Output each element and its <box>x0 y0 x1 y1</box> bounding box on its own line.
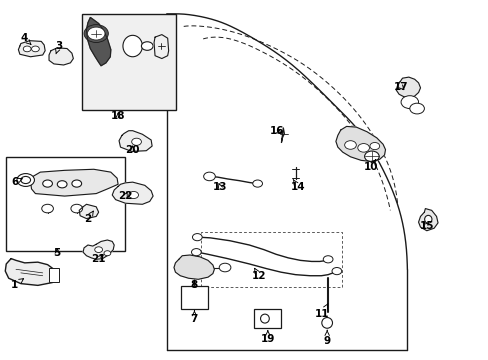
Bar <box>254 309 281 328</box>
Text: 17: 17 <box>393 82 408 92</box>
Circle shape <box>357 144 369 152</box>
Circle shape <box>57 181 67 188</box>
Circle shape <box>203 172 215 181</box>
Circle shape <box>84 24 108 42</box>
Bar <box>49 267 59 282</box>
Polygon shape <box>174 255 214 279</box>
Polygon shape <box>5 258 57 285</box>
Polygon shape <box>49 48 73 65</box>
Circle shape <box>95 247 102 252</box>
Ellipse shape <box>321 318 332 328</box>
Circle shape <box>87 27 105 40</box>
Text: 19: 19 <box>260 331 274 344</box>
Text: 15: 15 <box>419 221 433 231</box>
Circle shape <box>41 204 53 213</box>
Polygon shape <box>86 18 111 66</box>
Circle shape <box>141 42 153 50</box>
Circle shape <box>369 143 379 150</box>
Text: 6: 6 <box>11 177 22 187</box>
Ellipse shape <box>260 314 269 323</box>
Circle shape <box>131 138 141 145</box>
Ellipse shape <box>424 215 431 223</box>
Circle shape <box>323 256 332 263</box>
Text: 22: 22 <box>118 191 132 201</box>
Text: 18: 18 <box>111 111 125 121</box>
Polygon shape <box>335 126 385 161</box>
Polygon shape <box>154 35 168 59</box>
Text: 14: 14 <box>290 179 305 192</box>
Circle shape <box>192 234 202 241</box>
Text: 4: 4 <box>20 33 31 44</box>
Circle shape <box>409 103 424 114</box>
Text: 16: 16 <box>269 126 284 136</box>
Circle shape <box>331 267 341 275</box>
Polygon shape <box>112 182 153 204</box>
Circle shape <box>252 180 262 187</box>
Circle shape <box>128 192 138 199</box>
Circle shape <box>364 151 378 162</box>
Text: 11: 11 <box>314 304 329 319</box>
Circle shape <box>72 180 81 187</box>
Circle shape <box>31 46 39 52</box>
Text: 9: 9 <box>323 330 330 346</box>
Circle shape <box>42 180 52 187</box>
Circle shape <box>71 204 82 213</box>
Circle shape <box>23 46 31 52</box>
Polygon shape <box>19 41 45 57</box>
Text: 13: 13 <box>212 182 227 192</box>
Text: 5: 5 <box>54 248 61 258</box>
Text: 8: 8 <box>190 280 198 291</box>
Text: 2: 2 <box>84 211 93 224</box>
Bar <box>181 286 207 309</box>
Bar <box>81 14 176 111</box>
Circle shape <box>191 249 201 256</box>
Text: 3: 3 <box>55 41 62 54</box>
Polygon shape <box>395 77 420 98</box>
Polygon shape <box>418 208 437 231</box>
Polygon shape <box>83 240 114 259</box>
Circle shape <box>21 176 30 184</box>
Polygon shape <box>30 169 118 196</box>
Polygon shape <box>79 204 99 219</box>
Text: 12: 12 <box>251 268 266 282</box>
Text: 10: 10 <box>363 160 377 172</box>
Text: 1: 1 <box>10 279 23 291</box>
Circle shape <box>104 251 111 256</box>
Ellipse shape <box>122 35 142 57</box>
Circle shape <box>400 96 418 109</box>
Circle shape <box>344 141 356 149</box>
Polygon shape <box>119 131 152 152</box>
Text: 21: 21 <box>91 254 106 264</box>
Text: 7: 7 <box>190 311 198 324</box>
Bar <box>6 157 125 251</box>
Text: 20: 20 <box>125 145 140 155</box>
Circle shape <box>17 174 34 186</box>
Circle shape <box>219 263 230 272</box>
